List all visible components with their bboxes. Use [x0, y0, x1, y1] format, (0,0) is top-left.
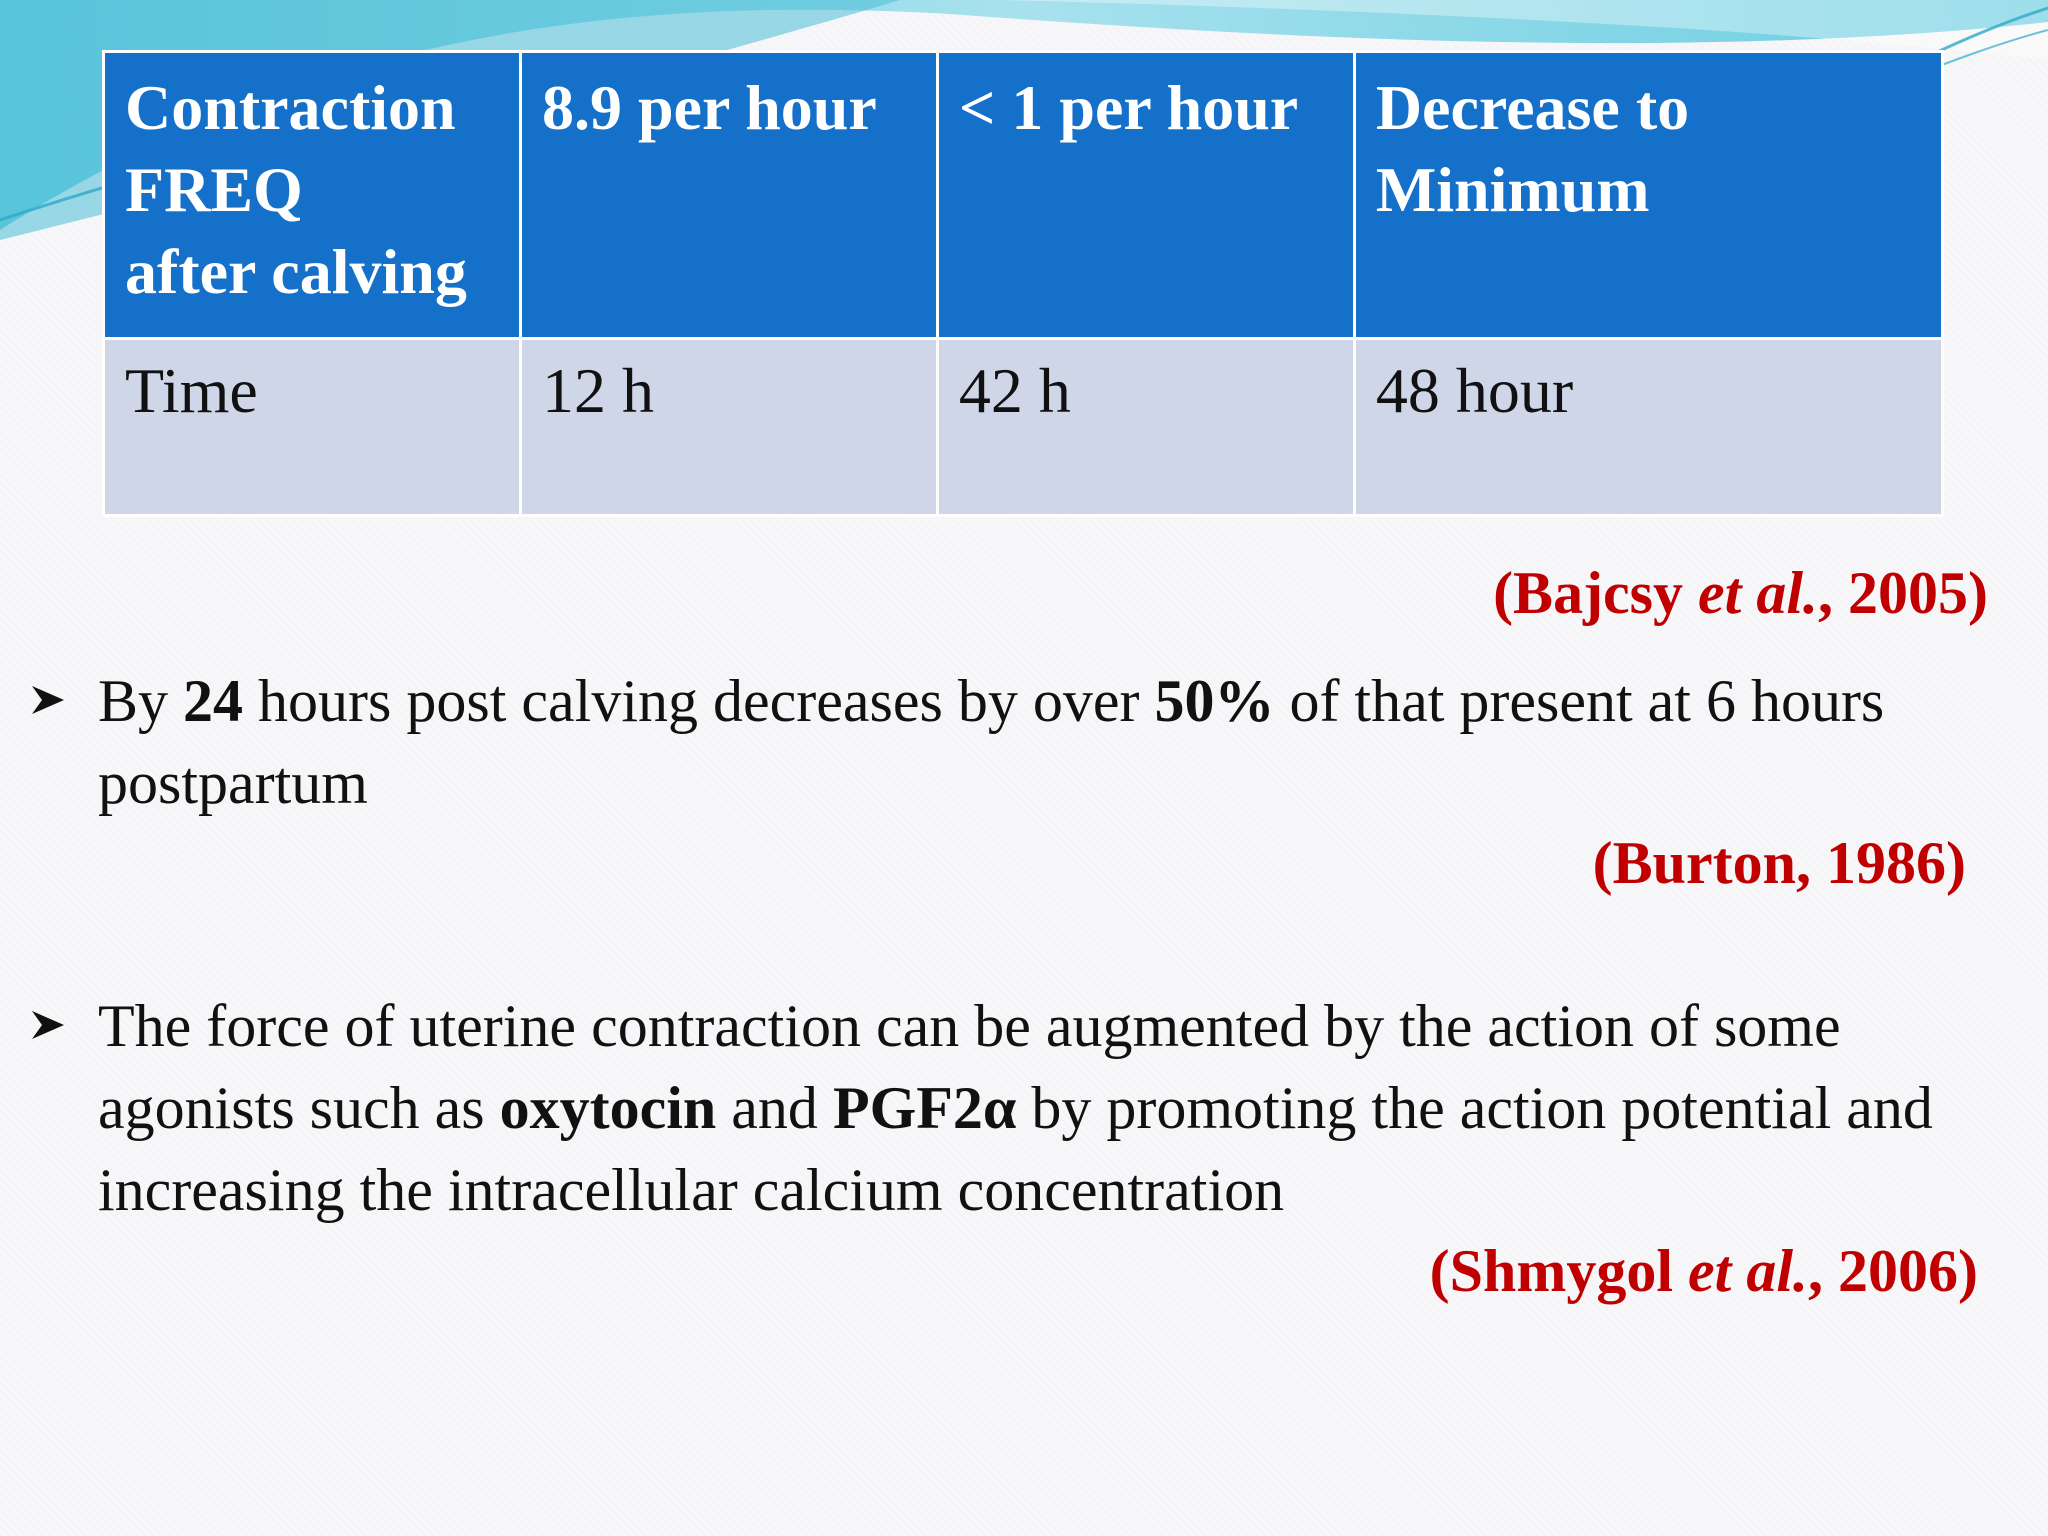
citation-shmygol: (Shmygol et al., 2006): [1430, 1236, 1978, 1306]
bullet-bold-part: PGF2α: [832, 1075, 1017, 1141]
citation-italic: et al.: [1698, 560, 1819, 626]
bullet-text-part: The force of uterine contraction can be …: [98, 993, 1841, 1141]
citation-part: , 2005): [1818, 560, 1988, 626]
bullet-item-24-hours: By 24 hours post calving decreases by ov…: [28, 660, 2018, 824]
bullet-text-part: of that present at 6 hours postpartum: [98, 668, 1885, 816]
arrowhead-bullet-icon: [28, 985, 98, 1045]
bullet-text-part: By: [98, 668, 184, 734]
row-cell-time-label: Time: [102, 337, 522, 517]
citation-part: (Bajcsy: [1493, 560, 1699, 626]
bullet-bold-part: 24: [183, 668, 244, 734]
bullet-text: The force of uterine contraction can be …: [98, 985, 2018, 1231]
table-header-row: Contraction FREQ after calving 8.9 per h…: [102, 50, 1945, 340]
citation-italic: et al.: [1688, 1238, 1809, 1304]
table-row: Time 12 h 42 h 48 hour: [102, 337, 1945, 517]
bullet-text-part: by promoting the action potential and in…: [98, 1075, 1933, 1223]
header-text: 8.9 per hour: [541, 72, 877, 143]
header-line: Contraction: [125, 72, 456, 143]
citation-burton: (Burton, 1986): [1592, 830, 1966, 896]
bullet-text-part: hours post calving decreases by over: [243, 668, 1155, 734]
arrowhead-bullet-icon: [28, 660, 98, 720]
bullet-item-uterine-force: The force of uterine contraction can be …: [28, 985, 2018, 1231]
row-cell-48h: 48 hour: [1352, 337, 1945, 517]
row-cell-12h: 12 h: [518, 337, 939, 517]
row-cell-42h: 42 h: [935, 337, 1356, 517]
header-line: Decrease to: [1375, 72, 1690, 143]
bullet-text: By 24 hours post calving decreases by ov…: [98, 660, 2018, 824]
header-cell-rate-high: 8.9 per hour: [518, 50, 939, 340]
header-cell-decrease: Decrease to Minimum: [1352, 50, 1945, 340]
citation-part: (Shmygol: [1429, 1238, 1689, 1304]
header-cell-rate-low: < 1 per hour: [935, 50, 1356, 340]
bullet-bold-part: 50%: [1154, 668, 1275, 734]
bullet-bold-part: oxytocin: [499, 1075, 717, 1141]
header-line: Minimum: [1375, 154, 1650, 225]
header-line: after calving: [125, 236, 467, 307]
header-text: < 1 per hour: [958, 72, 1299, 143]
header-cell-contraction-freq: Contraction FREQ after calving: [102, 50, 522, 340]
bullet-text-part: and: [716, 1075, 833, 1141]
citation-bajcsy: (Bajcsy et al., 2005): [1493, 558, 1988, 628]
header-line: FREQ: [125, 154, 303, 225]
citation-part: , 2006): [1808, 1238, 1978, 1304]
contraction-frequency-table: Contraction FREQ after calving 8.9 per h…: [102, 50, 1945, 517]
